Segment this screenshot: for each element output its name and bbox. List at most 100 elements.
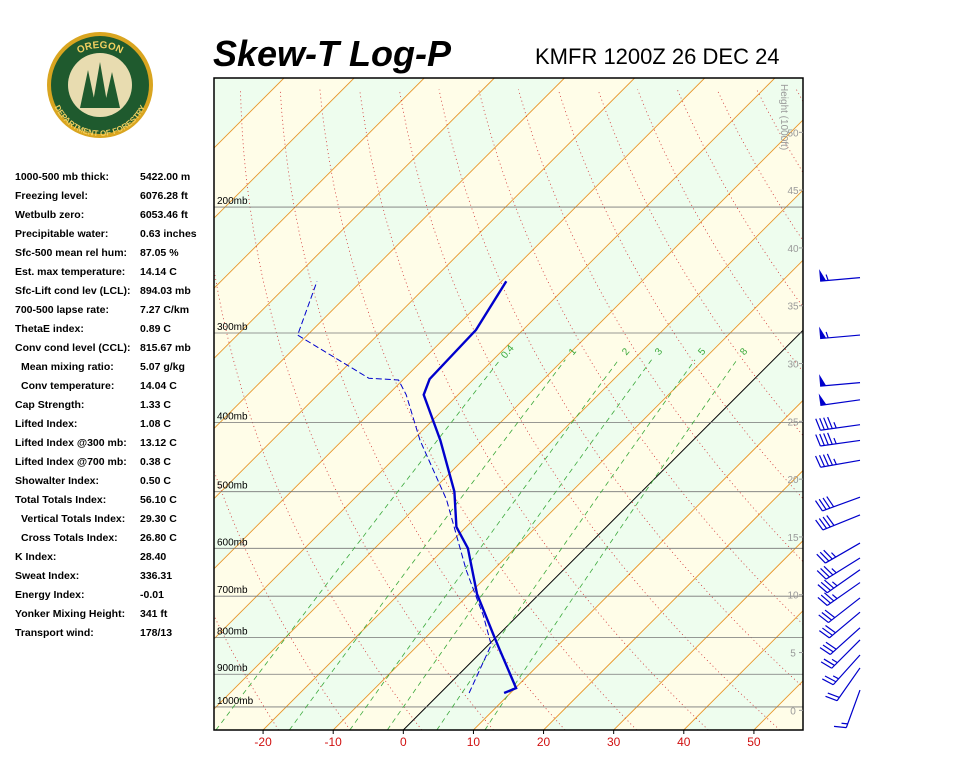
barb-half (825, 274, 829, 281)
isotherm-band (214, 119, 803, 730)
index-value: 13.12 C (140, 437, 177, 449)
barb-full (823, 658, 835, 666)
index-value: 341 ft (140, 608, 168, 620)
isotherm (0, 78, 4, 730)
plot (0, 78, 960, 731)
index-label: ThetaE index: (15, 323, 84, 335)
dry-adiabat (438, 89, 803, 688)
isotherm (214, 78, 425, 289)
barb-half (831, 552, 837, 558)
wind-barb (816, 542, 861, 564)
y-tick-label: 1000mb (217, 696, 254, 707)
index-label: Sfc-500 mean rel hum: (15, 247, 127, 259)
barb-half (831, 568, 837, 574)
barb-staff (820, 277, 861, 282)
index-label: Conv cond level (CCL): (15, 342, 131, 354)
title: Skew-T Log-P (213, 33, 452, 74)
height-tick-label: 35 (787, 302, 799, 313)
index-label: Lifted Index: (15, 418, 77, 430)
index-label: 1000-500 mb thick: (15, 171, 109, 183)
mixing-ratio-line (436, 359, 696, 730)
wind-barb (815, 416, 861, 431)
index-value: 0.38 C (140, 456, 171, 468)
barb-full (819, 417, 825, 430)
wind-barb (822, 654, 861, 686)
barb-full (826, 496, 835, 508)
isotherm-band (214, 78, 803, 709)
index-label: Conv temperature: (21, 380, 114, 392)
x-tick-label: -10 (325, 735, 343, 749)
barb-full (822, 516, 831, 528)
dry-adiabat (955, 90, 960, 731)
barb-staff (820, 382, 861, 387)
barb-staff (826, 582, 861, 607)
barb-staff (828, 611, 861, 639)
height-tick-label: 40 (787, 244, 799, 255)
barb-full (817, 584, 828, 594)
x-tick-label: 30 (607, 735, 621, 749)
height-tick-label: 50 (787, 128, 799, 139)
wind-barb (819, 269, 861, 282)
mixing-ratio-label: 8 (738, 346, 750, 358)
axes: 200mb 300mb 400mb 500mb 600mb 700mb 800mb 900mb… (217, 84, 803, 749)
wind-barb (820, 639, 861, 669)
index-label: Energy Index: (15, 589, 84, 601)
barb-staff (820, 459, 861, 468)
barb-full (819, 551, 830, 562)
mixing-ratio-label: 3 (653, 346, 665, 358)
index-label: Freezing level: (15, 190, 88, 202)
index-label: K Index: (15, 551, 56, 563)
wind-barb (815, 514, 861, 531)
barb-full (823, 433, 829, 446)
barb-full (816, 570, 827, 580)
wind-barb (818, 611, 861, 639)
y-tick-label: 900mb (217, 663, 248, 674)
index-label: Est. max temperature: (15, 266, 125, 278)
wind-barb (815, 453, 861, 468)
y-tick-label: 600mb (217, 537, 248, 548)
index-value: 56.10 C (140, 494, 177, 506)
index-label: Showalter Index: (15, 475, 99, 487)
isotherm-band (824, 78, 960, 730)
barb-full (817, 596, 828, 606)
height-tick-label: 5 (790, 649, 796, 660)
height-tick-label: 10 (787, 591, 799, 602)
index-value: 6053.46 ft (140, 209, 188, 221)
barb-full (820, 661, 833, 669)
wind-barb (818, 393, 861, 406)
height-tick-label: 0 (790, 706, 796, 717)
barb-full (827, 432, 833, 445)
barb-full (822, 678, 834, 686)
logo-trees (80, 62, 120, 108)
barb-full (822, 497, 831, 509)
x-tick-label: 40 (677, 735, 691, 749)
barb-full (820, 594, 831, 604)
barb-full (818, 498, 827, 510)
index-label: Precipitable water: (15, 228, 108, 240)
isotherm (543, 469, 803, 730)
y-tick-label: 200mb (217, 196, 248, 207)
index-value: 0.89 C (140, 323, 171, 335)
height-label: Height (1000ft) (778, 84, 789, 150)
mixing-ratio-label: 5 (696, 346, 708, 358)
isotherm (214, 78, 355, 219)
barb-staff (820, 334, 861, 340)
isotherm (214, 78, 776, 640)
barb-half (841, 722, 848, 725)
barb-full (824, 675, 837, 683)
mixing-ratio-label: 2 (620, 346, 632, 358)
barb-staff (825, 557, 861, 580)
mixing-ratio-line (289, 359, 566, 730)
index-label: Vertical Totals Index: (21, 513, 125, 525)
barb-full (819, 647, 831, 656)
isotherm (402, 329, 803, 730)
isotherm (214, 78, 706, 570)
index-label: Wetbulb zero: (15, 209, 84, 221)
barb-full (822, 644, 834, 653)
isotherm (262, 189, 803, 730)
barb-staff (836, 667, 861, 702)
y-tick-label: 800mb (217, 627, 248, 638)
index-label: Sweat Index: (15, 570, 79, 582)
barb-full (822, 627, 833, 636)
